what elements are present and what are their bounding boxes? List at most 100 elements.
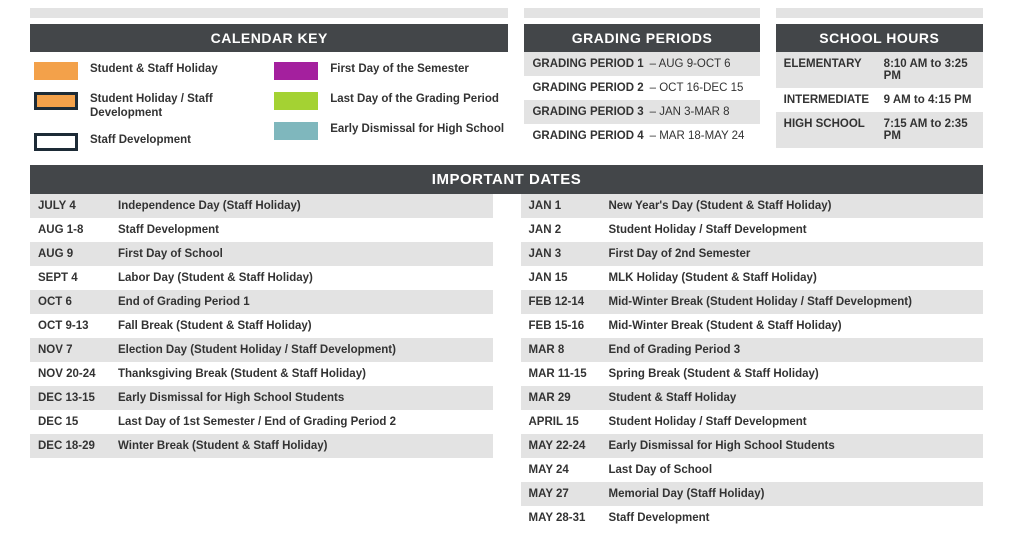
important-date-row: DEC 15Last Day of 1st Semester / End of …: [30, 410, 493, 434]
top-stub-row: [30, 8, 983, 18]
grading-periods-panel: GRADING PERIODS GRADING PERIOD 1 – AUG 9…: [524, 24, 759, 155]
color-swatch: [274, 92, 318, 110]
date-description: New Year's Day (Student & Staff Holiday): [609, 200, 832, 212]
important-date-row: OCT 9-13Fall Break (Student & Staff Holi…: [30, 314, 493, 338]
important-date-row: JAN 2Student Holiday / Staff Development: [521, 218, 984, 242]
date-label: DEC 18-29: [38, 440, 118, 452]
important-date-row: JAN 1New Year's Day (Student & Staff Hol…: [521, 194, 984, 218]
stub: [30, 8, 508, 18]
date-label: AUG 9: [38, 248, 118, 260]
color-swatch: [274, 122, 318, 140]
grading-periods-title: GRADING PERIODS: [524, 24, 759, 52]
key-label: Staff Development: [90, 133, 191, 147]
date-label: FEB 15-16: [529, 320, 609, 332]
important-date-row: FEB 12-14Mid-Winter Break (Student Holid…: [521, 290, 984, 314]
date-description: Mid-Winter Break (Student & Staff Holida…: [609, 320, 842, 332]
date-description: Memorial Day (Staff Holiday): [609, 488, 765, 500]
date-label: DEC 15: [38, 416, 118, 428]
date-description: Early Dismissal for High School Students: [609, 440, 835, 452]
date-description: Election Day (Student Holiday / Staff De…: [118, 344, 396, 356]
school-hours-list: ELEMENTARY8:10 AM to 3:25 PMINTERMEDIATE…: [776, 52, 983, 148]
date-label: JULY 4: [38, 200, 118, 212]
top-row: CALENDAR KEY Student & Staff HolidayStud…: [30, 24, 983, 155]
hours-level: ELEMENTARY: [784, 58, 884, 82]
key-label: Last Day of the Grading Period: [330, 92, 499, 106]
calendar-key-panel: CALENDAR KEY Student & Staff HolidayStud…: [30, 24, 508, 155]
school-hours-row: HIGH SCHOOL7:15 AM to 2:35 PM: [776, 112, 983, 148]
grading-label: GRADING PERIOD 1: [532, 58, 643, 70]
important-date-row: AUG 9First Day of School: [30, 242, 493, 266]
grading-period-row: GRADING PERIOD 4 – MAR 18-MAY 24: [524, 124, 759, 148]
grading-period-row: GRADING PERIOD 1 – AUG 9-OCT 6: [524, 52, 759, 76]
important-date-row: MAR 11-15Spring Break (Student & Staff H…: [521, 362, 984, 386]
grading-label: GRADING PERIOD 4: [532, 130, 643, 142]
important-dates-left: JULY 4Independence Day (Staff Holiday)AU…: [30, 194, 493, 530]
date-label: NOV 20-24: [38, 368, 118, 380]
date-label: JAN 1: [529, 200, 609, 212]
date-description: Early Dismissal for High School Students: [118, 392, 344, 404]
key-column: First Day of the Semester Last Day of the…: [274, 62, 504, 151]
color-swatch: [34, 92, 78, 110]
date-description: Staff Development: [118, 224, 219, 236]
date-description: Last Day of School: [609, 464, 713, 476]
date-description: End of Grading Period 1: [118, 296, 250, 308]
date-label: MAY 28-31: [529, 512, 609, 524]
hours-level: INTERMEDIATE: [784, 94, 884, 106]
color-swatch: [34, 133, 78, 151]
grading-range: – OCT 16-DEC 15: [650, 82, 744, 94]
date-label: APRIL 15: [529, 416, 609, 428]
calendar-key-title: CALENDAR KEY: [30, 24, 508, 52]
key-label: Early Dismissal for High School: [330, 122, 504, 136]
date-label: NOV 7: [38, 344, 118, 356]
grading-periods-list: GRADING PERIOD 1 – AUG 9-OCT 6GRADING PE…: [524, 52, 759, 148]
important-dates-body: JULY 4Independence Day (Staff Holiday)AU…: [30, 194, 983, 530]
date-label: MAY 27: [529, 488, 609, 500]
important-date-row: MAY 24Last Day of School: [521, 458, 984, 482]
important-date-row: DEC 13-15Early Dismissal for High School…: [30, 386, 493, 410]
color-swatch: [34, 62, 78, 80]
date-label: DEC 13-15: [38, 392, 118, 404]
grading-range: – JAN 3-MAR 8: [650, 106, 730, 118]
important-date-row: FEB 15-16Mid-Winter Break (Student & Sta…: [521, 314, 984, 338]
important-date-row: DEC 18-29Winter Break (Student & Staff H…: [30, 434, 493, 458]
hours-value: 7:15 AM to 2:35 PM: [884, 118, 975, 142]
stub: [524, 8, 759, 18]
hours-level: HIGH SCHOOL: [784, 118, 884, 142]
date-description: MLK Holiday (Student & Staff Holiday): [609, 272, 817, 284]
date-description: Spring Break (Student & Staff Holiday): [609, 368, 819, 380]
hours-value: 8:10 AM to 3:25 PM: [884, 58, 975, 82]
grading-period-row: GRADING PERIOD 3 – JAN 3-MAR 8: [524, 100, 759, 124]
key-item: Last Day of the Grading Period: [274, 92, 504, 110]
date-description: Mid-Winter Break (Student Holiday / Staf…: [609, 296, 912, 308]
key-label: First Day of the Semester: [330, 62, 469, 76]
school-hours-row: INTERMEDIATE9 AM to 4:15 PM: [776, 88, 983, 112]
date-label: JAN 15: [529, 272, 609, 284]
key-item: Student & Staff Holiday: [34, 62, 264, 80]
date-description: First Day of 2nd Semester: [609, 248, 751, 260]
grading-range: – AUG 9-OCT 6: [650, 58, 731, 70]
important-date-row: JAN 15MLK Holiday (Student & Staff Holid…: [521, 266, 984, 290]
school-hours-panel: SCHOOL HOURS ELEMENTARY8:10 AM to 3:25 P…: [776, 24, 983, 155]
key-item: Staff Development: [34, 133, 264, 151]
date-label: MAR 11-15: [529, 368, 609, 380]
key-item: First Day of the Semester: [274, 62, 504, 80]
grading-range: – MAR 18-MAY 24: [650, 130, 745, 142]
date-label: SEPT 4: [38, 272, 118, 284]
date-description: Fall Break (Student & Staff Holiday): [118, 320, 312, 332]
date-description: Student Holiday / Staff Development: [609, 224, 807, 236]
important-date-row: SEPT 4Labor Day (Student & Staff Holiday…: [30, 266, 493, 290]
grading-label: GRADING PERIOD 3: [532, 106, 643, 118]
grading-label: GRADING PERIOD 2: [532, 82, 643, 94]
date-description: Independence Day (Staff Holiday): [118, 200, 301, 212]
grading-period-row: GRADING PERIOD 2 – OCT 16-DEC 15: [524, 76, 759, 100]
date-label: JAN 3: [529, 248, 609, 260]
important-dates-right: JAN 1New Year's Day (Student & Staff Hol…: [521, 194, 984, 530]
date-label: FEB 12-14: [529, 296, 609, 308]
key-item: Early Dismissal for High School: [274, 122, 504, 140]
date-description: End of Grading Period 3: [609, 344, 741, 356]
date-label: MAR 8: [529, 344, 609, 356]
date-description: Thanksgiving Break (Student & Staff Holi…: [118, 368, 366, 380]
date-description: First Day of School: [118, 248, 223, 260]
date-description: Last Day of 1st Semester / End of Gradin…: [118, 416, 396, 428]
date-label: AUG 1-8: [38, 224, 118, 236]
